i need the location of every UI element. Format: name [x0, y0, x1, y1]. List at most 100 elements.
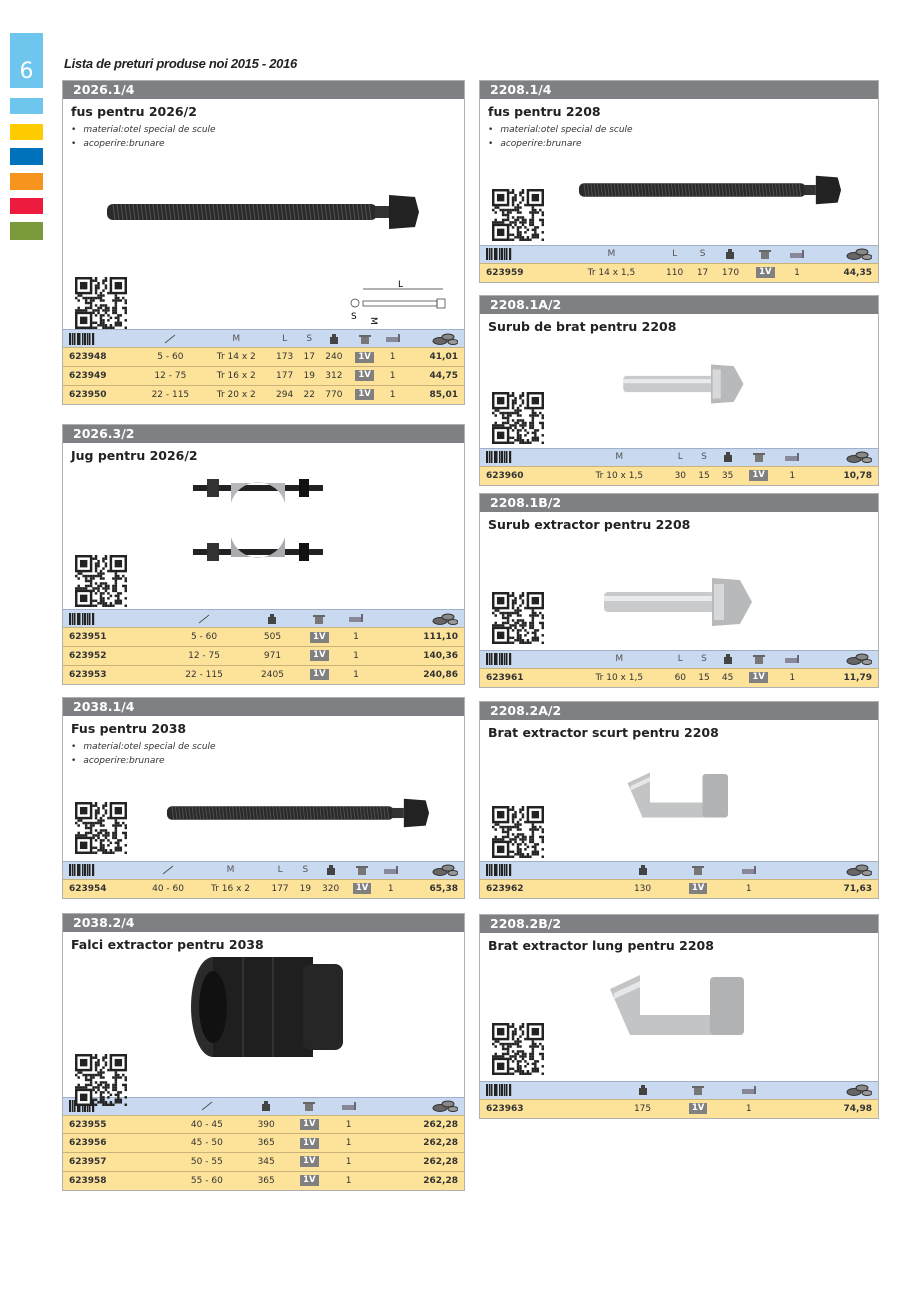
price-table: M L S 623959 Tr 14 x 1,5 110 17 170 1V 1 44,35: [480, 244, 878, 282]
cell-barcode: 623962: [480, 878, 616, 898]
qr-code[interactable]: [492, 806, 544, 858]
qr-code[interactable]: [75, 802, 127, 854]
cell-barcode: 623960: [480, 465, 571, 485]
color-tab[interactable]: [10, 198, 43, 214]
qr-code[interactable]: [75, 277, 127, 329]
cell-pack: 1V: [739, 667, 778, 687]
column-header-S: S: [692, 649, 716, 669]
cell-S: 17: [691, 262, 714, 282]
column-label-L: L: [282, 333, 288, 344]
barcode-icon: [69, 332, 95, 345]
product-card: 2038.2/4 Falci extractor pentru 2038 62395…: [62, 913, 465, 1191]
cell-range: 45 - 50: [168, 1133, 246, 1153]
product-code: 2026.1/4: [63, 81, 464, 99]
color-tab[interactable]: [10, 173, 43, 190]
table-row: 623954 40 - 60 Tr 16 x 2 177 19 320 1V 1 65,38: [63, 878, 464, 898]
column-header-pack: [669, 1080, 727, 1100]
pack-badge: 1V: [352, 883, 372, 895]
product-code: 2208.1B/2: [480, 494, 878, 512]
cell-weight: 365: [245, 1133, 287, 1153]
dimension-label-m: M: [368, 317, 378, 325]
cell-M: Tr 10 x 1,5: [570, 465, 669, 485]
cell-range: 50 - 55: [168, 1152, 246, 1172]
cell-weight: 240: [319, 347, 349, 367]
cell-pack: 1V: [747, 262, 784, 282]
package-icon: [752, 453, 765, 463]
column-header-qty: [378, 860, 404, 880]
cell-S: 22: [299, 384, 320, 404]
product-title: Surub de brat pentru 2208: [488, 319, 677, 334]
cell-range: 5 - 60: [161, 627, 247, 647]
page-number: 6: [10, 33, 43, 88]
column-header-weight: [713, 244, 748, 264]
column-header-M: M: [196, 860, 265, 880]
qr-code[interactable]: [75, 555, 127, 607]
product-card: 2208.1/4 fus pentru 2208 material:otel spe…: [479, 80, 879, 283]
cell-qty: 1: [340, 646, 372, 666]
feature-item: acoperire:brunare: [71, 137, 456, 151]
color-tab[interactable]: [10, 98, 43, 114]
cell-S: 15: [692, 465, 716, 485]
cell-pack: 1V: [286, 1133, 332, 1153]
feature-item: material:otel special de scule: [71, 740, 456, 754]
column-header-price: [365, 1096, 464, 1116]
cell-price: 85,01: [404, 384, 464, 404]
column-header-price: [403, 860, 464, 880]
weight-icon: [267, 613, 277, 624]
color-tab[interactable]: [10, 124, 43, 140]
cell-qty: 1: [380, 347, 405, 367]
cell-qty: 1: [726, 878, 771, 898]
barcode-icon: [486, 248, 512, 261]
dimension-diagram: L S M: [343, 277, 453, 331]
column-label-M: M: [226, 865, 235, 876]
column-header-M: M: [202, 329, 270, 348]
cell-barcode: 623950: [63, 384, 138, 404]
product-image: [193, 475, 323, 569]
product-code: 2038.1/4: [63, 698, 464, 716]
dimension-label-l: L: [398, 280, 403, 290]
weight-icon: [723, 452, 733, 463]
quantity-icon: [385, 334, 400, 344]
cell-qty: 1: [340, 664, 372, 684]
barcode-icon: [486, 653, 512, 666]
product-card: 2026.1/4 fus pentru 2026/2 material:otel s…: [62, 80, 465, 405]
column-label-S: S: [306, 333, 313, 344]
column-header-barcode: [63, 860, 140, 880]
cell-pack: 1V: [345, 878, 379, 898]
qr-code[interactable]: [492, 392, 544, 444]
pack-badge: 1V: [300, 1119, 319, 1131]
cell-range: 22 - 115: [161, 664, 247, 684]
color-tab[interactable]: [10, 222, 43, 240]
column-label-L: L: [677, 654, 683, 665]
column-header-qty: [726, 1080, 771, 1100]
product-code: 2026.3/2: [63, 425, 464, 443]
qr-code[interactable]: [75, 1054, 127, 1106]
qr-code[interactable]: [492, 189, 544, 241]
column-header-price: [371, 609, 464, 628]
cell-qty: 1: [380, 384, 405, 404]
cell-M: Tr 16 x 2: [202, 366, 270, 386]
cell-S: 17: [299, 347, 320, 367]
feature-item: material:otel special de scule: [488, 123, 870, 137]
quantity-icon: [741, 865, 756, 875]
column-header-pack: [298, 609, 341, 628]
cell-price: 262,28: [365, 1170, 464, 1190]
price-table: 623951 5 - 60 505 1V 1 111,10 623952 12 - 75 971…: [63, 609, 464, 684]
cell-weight: 35: [715, 465, 740, 485]
cell-pack: 1V: [286, 1114, 332, 1134]
column-header-range: [138, 329, 203, 348]
column-header-pack: [669, 860, 727, 880]
column-header-weight: [315, 860, 346, 880]
qr-code[interactable]: [492, 592, 544, 644]
pack-badge: 1V: [310, 650, 329, 662]
cell-pack: 1V: [669, 878, 727, 898]
package-icon: [313, 614, 326, 624]
column-header-barcode: [480, 447, 571, 467]
table-row: 623951 5 - 60 505 1V 1 111,10: [63, 627, 464, 647]
product-image: [103, 187, 423, 241]
cell-L: 173: [269, 347, 300, 367]
feature-item: material:otel special de scule: [71, 123, 456, 137]
product-image: [620, 354, 750, 418]
qr-code[interactable]: [492, 1023, 544, 1075]
color-tab[interactable]: [10, 148, 43, 165]
